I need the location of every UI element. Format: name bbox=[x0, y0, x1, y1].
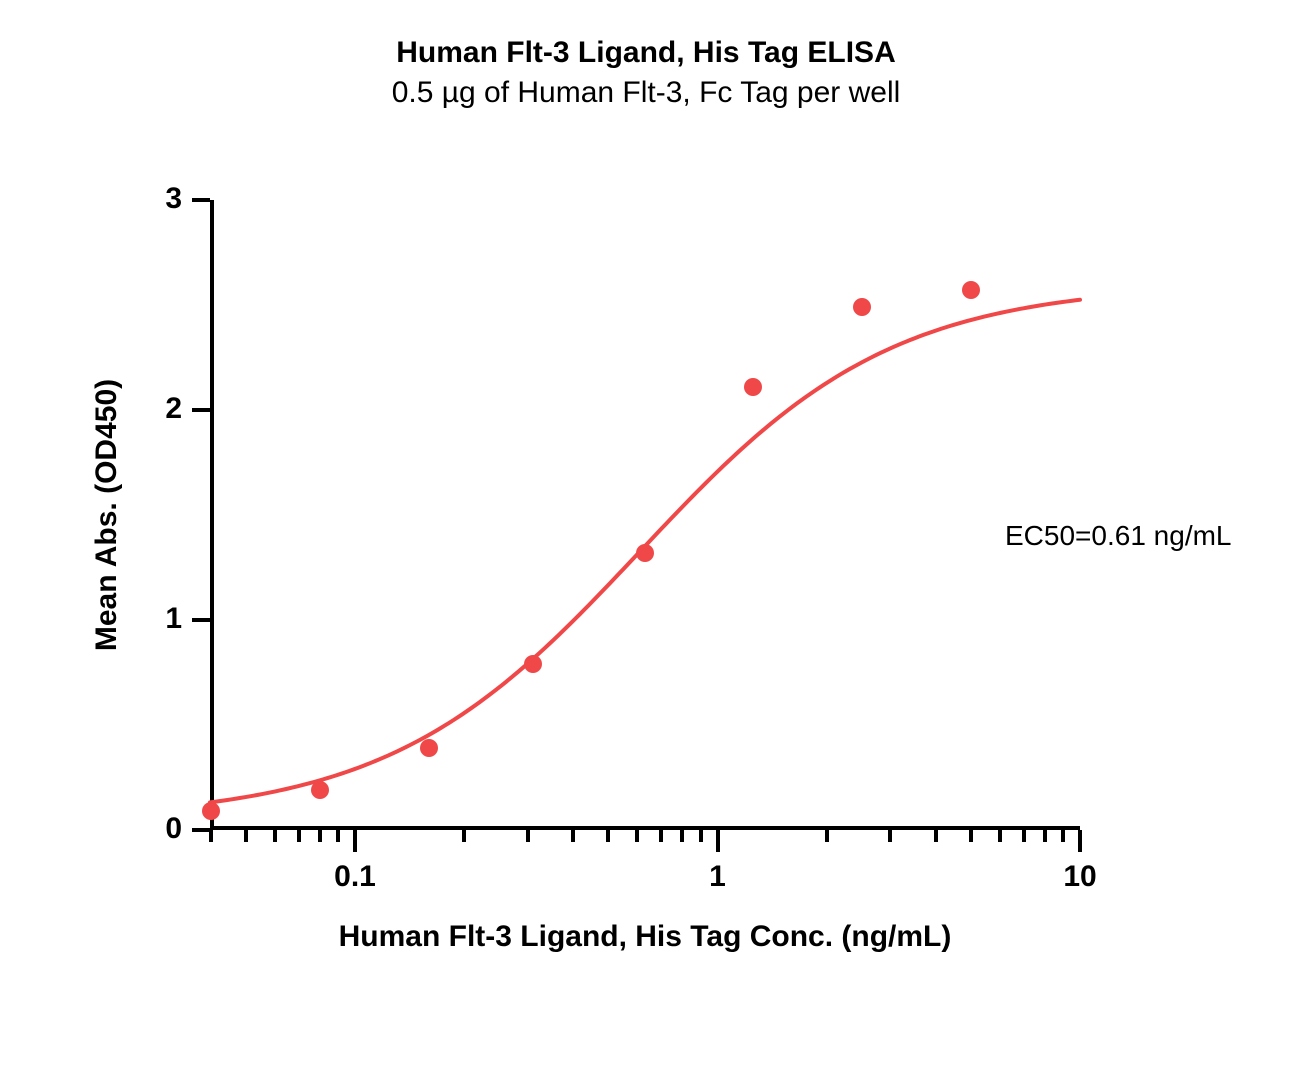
x-minor-tick bbox=[1061, 830, 1065, 842]
x-minor-tick bbox=[998, 830, 1002, 842]
y-tick bbox=[192, 408, 210, 412]
data-point bbox=[744, 378, 762, 396]
x-minor-tick bbox=[635, 830, 639, 842]
fit-curve bbox=[210, 200, 1080, 830]
data-point bbox=[524, 655, 542, 673]
x-minor-tick bbox=[825, 830, 829, 842]
x-minor-tick bbox=[606, 830, 610, 842]
x-minor-tick bbox=[526, 830, 530, 842]
x-minor-tick bbox=[571, 830, 575, 842]
x-minor-tick bbox=[244, 830, 248, 842]
y-tick bbox=[192, 618, 210, 622]
ec50-annotation: EC50=0.61 ng/mL bbox=[1005, 520, 1232, 552]
data-point bbox=[962, 281, 980, 299]
x-minor-tick bbox=[462, 830, 466, 842]
plot-area: 01230.1110 bbox=[210, 200, 1080, 830]
data-point bbox=[853, 298, 871, 316]
y-axis-title: Mean Abs. (OD450) bbox=[90, 200, 124, 830]
data-point bbox=[202, 802, 220, 820]
data-point bbox=[420, 739, 438, 757]
chart-title: Human Flt-3 Ligand, His Tag ELISA bbox=[0, 36, 1292, 70]
x-minor-tick bbox=[934, 830, 938, 842]
y-tick-label: 0 bbox=[122, 812, 182, 846]
x-tick-label: 0.1 bbox=[305, 860, 405, 894]
x-minor-tick bbox=[1022, 830, 1026, 842]
y-tick-label: 2 bbox=[122, 392, 182, 426]
y-tick-label: 3 bbox=[122, 182, 182, 216]
x-minor-tick bbox=[273, 830, 277, 842]
x-minor-tick bbox=[699, 830, 703, 842]
x-minor-tick bbox=[969, 830, 973, 842]
x-major-tick bbox=[1078, 830, 1082, 852]
x-axis-title: Human Flt-3 Ligand, His Tag Conc. (ng/mL… bbox=[210, 920, 1080, 954]
chart-canvas: Human Flt-3 Ligand, His Tag ELISA 0.5 µg… bbox=[0, 0, 1292, 1083]
chart-subtitle: 0.5 µg of Human Flt-3, Fc Tag per well bbox=[0, 76, 1292, 110]
x-minor-tick bbox=[1043, 830, 1047, 842]
x-minor-tick bbox=[680, 830, 684, 842]
y-tick bbox=[192, 198, 210, 202]
y-tick-label: 1 bbox=[122, 602, 182, 636]
x-minor-tick bbox=[888, 830, 892, 842]
x-minor-tick bbox=[318, 830, 322, 842]
y-tick bbox=[192, 828, 210, 832]
x-major-tick bbox=[353, 830, 357, 852]
data-point bbox=[636, 544, 654, 562]
x-tick-label: 1 bbox=[668, 860, 768, 894]
x-minor-tick bbox=[336, 830, 340, 842]
x-major-tick bbox=[716, 830, 720, 852]
data-point bbox=[311, 781, 329, 799]
x-minor-tick bbox=[297, 830, 301, 842]
x-minor-tick bbox=[209, 830, 213, 842]
x-tick-label: 10 bbox=[1030, 860, 1130, 894]
x-minor-tick bbox=[659, 830, 663, 842]
